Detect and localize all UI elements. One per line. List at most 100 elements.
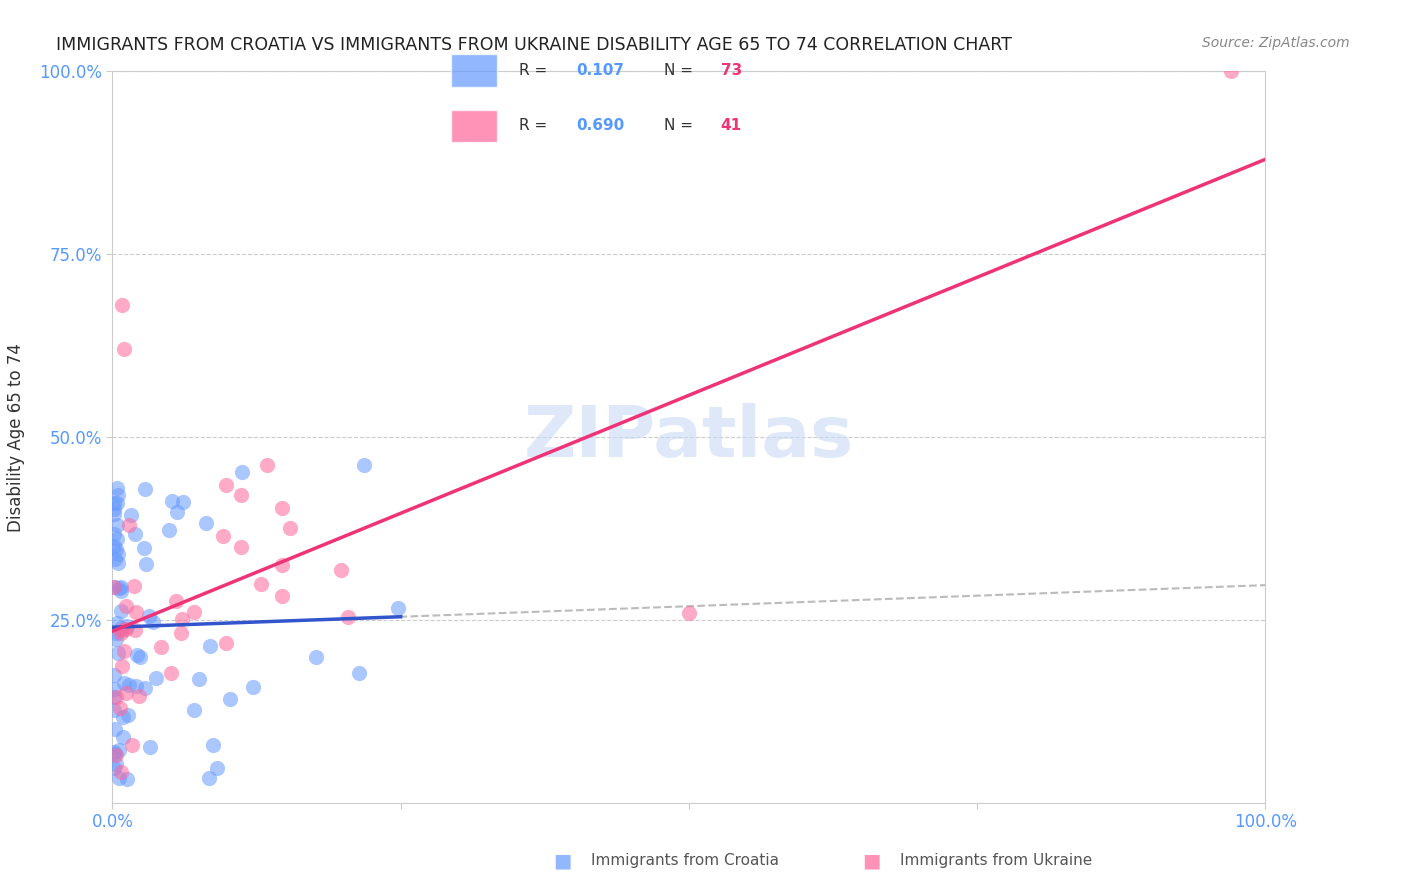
Point	[160, 494, 183, 508]
Point	[250, 577, 273, 591]
Point	[110, 604, 132, 618]
Point	[112, 676, 135, 690]
Point	[118, 677, 141, 691]
Point	[172, 611, 194, 625]
Point	[197, 771, 219, 785]
Point	[124, 624, 146, 638]
Point	[103, 580, 125, 594]
Point	[103, 668, 125, 682]
Point	[166, 505, 188, 519]
Point	[112, 730, 135, 744]
Point	[107, 582, 129, 596]
Point	[139, 740, 162, 755]
Point	[183, 703, 205, 717]
Text: 73: 73	[721, 62, 742, 78]
Point	[115, 619, 138, 633]
Point	[188, 673, 211, 687]
Text: ■: ■	[553, 851, 572, 871]
Point	[115, 686, 138, 700]
Point	[110, 580, 132, 594]
Point	[105, 533, 128, 547]
Point	[170, 626, 193, 640]
Point	[104, 541, 127, 556]
Point	[108, 743, 131, 757]
Point	[110, 626, 132, 640]
Point	[200, 639, 222, 653]
Point	[107, 557, 129, 571]
Text: 41: 41	[721, 119, 742, 134]
Point	[111, 624, 134, 638]
Point	[280, 521, 302, 535]
Point	[105, 496, 128, 510]
Point	[110, 584, 132, 599]
Point	[114, 622, 136, 636]
Point	[183, 605, 205, 619]
Point	[256, 458, 278, 473]
Text: 0.690: 0.690	[576, 119, 624, 134]
Point	[103, 745, 125, 759]
Point	[103, 703, 125, 717]
Point	[215, 478, 238, 492]
Point	[145, 672, 167, 686]
Point	[107, 646, 129, 660]
Y-axis label: Disability Age 65 to 74: Disability Age 65 to 74	[7, 343, 25, 532]
Point	[103, 539, 125, 553]
Point	[111, 659, 134, 673]
Point	[121, 738, 143, 752]
Point	[138, 608, 160, 623]
FancyBboxPatch shape	[451, 110, 496, 142]
Point	[127, 648, 149, 662]
Point	[157, 523, 180, 537]
Point	[117, 708, 139, 723]
Point	[231, 465, 253, 479]
Point	[115, 772, 138, 786]
Point	[105, 517, 128, 532]
Point	[172, 494, 194, 508]
Point	[149, 640, 172, 654]
Text: Immigrants from Croatia: Immigrants from Croatia	[591, 854, 779, 868]
Point	[194, 516, 217, 531]
Point	[347, 666, 370, 681]
Point	[387, 601, 409, 615]
Point	[112, 644, 135, 658]
Point	[110, 764, 132, 779]
Point	[104, 625, 127, 640]
Point	[111, 710, 134, 724]
Point	[678, 606, 700, 620]
Point	[219, 692, 242, 706]
Point	[103, 581, 125, 595]
Text: ■: ■	[862, 851, 882, 871]
Point	[110, 620, 132, 634]
Point	[103, 761, 125, 775]
Text: R =: R =	[519, 62, 553, 78]
Point	[124, 526, 146, 541]
Point	[270, 589, 292, 603]
Point	[104, 551, 127, 566]
Text: N =: N =	[664, 62, 697, 78]
Point	[124, 579, 146, 593]
Point	[104, 632, 127, 647]
Point	[103, 747, 125, 761]
Point	[135, 558, 157, 572]
Point	[202, 739, 225, 753]
Point	[229, 488, 252, 502]
Point	[128, 689, 150, 703]
Point	[134, 681, 156, 695]
Text: N =: N =	[664, 119, 697, 134]
Text: ZIPatlas: ZIPatlas	[524, 402, 853, 472]
FancyBboxPatch shape	[451, 54, 496, 87]
Point	[134, 482, 156, 496]
Point	[1219, 64, 1241, 78]
Point	[105, 481, 128, 495]
Point	[103, 507, 125, 521]
Point	[142, 615, 165, 629]
Point	[111, 298, 134, 312]
Point	[124, 605, 146, 619]
Point	[103, 682, 125, 697]
Point	[125, 679, 148, 693]
Point	[129, 649, 152, 664]
Point	[103, 495, 125, 509]
Point	[104, 747, 127, 762]
Point	[215, 635, 238, 649]
Point	[105, 616, 128, 631]
